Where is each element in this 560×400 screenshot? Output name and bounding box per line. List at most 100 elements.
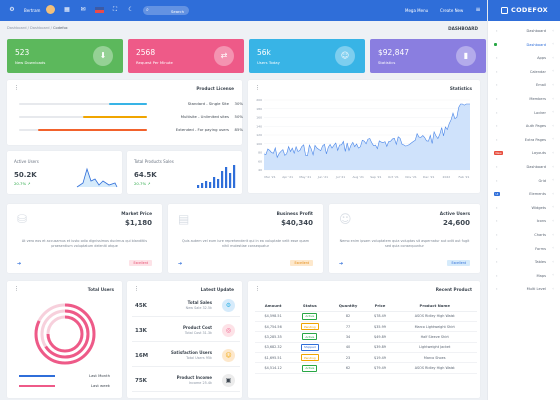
mega-menu-button[interactable]: Mega Menu	[405, 8, 429, 13]
chart-icon: ◦	[552, 231, 555, 237]
chevron-left-icon: ‹	[496, 124, 498, 129]
sidebar-item-label: Auth Pages	[525, 124, 546, 129]
users-icon[interactable]: ☺	[335, 46, 355, 66]
sidebar-item-email[interactable]: ‹ Email ◦	[488, 82, 560, 90]
breadcrumb-dashboard[interactable]: Dashboard	[30, 26, 50, 30]
sidebar-item-dashboard[interactable]: ‹ Dashboard ◦	[488, 28, 560, 36]
recent-product-card: ⋮ Recent Product Amount Status Quantity Pri…	[248, 281, 480, 398]
download-icon[interactable]: ⬇	[93, 46, 113, 66]
sidebar-item-dashboard[interactable]: Dashboard ◦	[488, 42, 560, 50]
sidebar-item-locker[interactable]: ‹ Locker ◦	[488, 110, 560, 118]
column-header[interactable]: Amount	[255, 301, 292, 312]
sidebar-item-forms[interactable]: ‹ Forms ◦	[488, 246, 560, 254]
breadcrumb-home[interactable]: Dashboard	[7, 26, 27, 30]
price-cell: $35.99	[367, 321, 393, 333]
sidebar-item-tables[interactable]: ‹ Tables ◦	[488, 259, 560, 267]
chevron-left-icon: ‹	[496, 246, 498, 251]
bar-chart-icon[interactable]: ▮	[456, 46, 476, 66]
more-icon[interactable]: ⋮	[134, 286, 139, 292]
table-row[interactable]: $4,754.56 Pending 77 $35.99 Marco Lightweigh…	[255, 321, 477, 333]
more-icon[interactable]: ⋮	[14, 85, 19, 91]
column-header[interactable]: Price	[367, 301, 393, 312]
table-row[interactable]: $3,285.35 Active 34 $49.89 Half Sleeve Shirt	[255, 331, 477, 343]
column-header[interactable]: Status	[291, 301, 329, 312]
quantity-cell: 23	[328, 352, 368, 364]
status-cell: Active	[291, 331, 329, 343]
sidebar-item-charts[interactable]: ‹ Charts ◦	[488, 232, 560, 240]
arrow-right-icon[interactable]: ➔	[17, 261, 22, 267]
brand-logo[interactable]: CODEFOX	[488, 0, 560, 21]
moon-icon[interactable]: ☾	[128, 6, 134, 13]
table-row[interactable]: $1,695.51 Pending 23 $19.49 Marco Shoes	[255, 352, 477, 364]
page-title: DASHBOARD	[448, 26, 478, 31]
search-input[interactable]: ⌕ Search	[143, 6, 189, 15]
column-header[interactable]: Product Name	[392, 301, 477, 312]
us-flag-icon[interactable]	[95, 7, 104, 13]
sidebar-badge: New	[494, 151, 504, 156]
stat-card-new-downloads: 523 New Downloads ⬇	[7, 39, 123, 73]
active-users-value: 24,600	[442, 219, 470, 227]
total-sales-value: 64.5K	[134, 171, 157, 179]
license-percent: 30%	[234, 101, 243, 106]
shuffle-icon[interactable]: ⇄	[214, 46, 234, 66]
table-row[interactable]: $3,682.32 Shipped 40 $39.89 Lightweight Jack…	[255, 342, 477, 354]
sidebar-item-layouts[interactable]: New Layouts ◦	[488, 150, 560, 158]
active-indicator	[494, 43, 497, 47]
sidebar-item-grid[interactable]: ‹ Grid ◦	[488, 178, 560, 186]
update-row: 45K Total Sales New Sale 32.5k ⚙	[132, 295, 240, 317]
search-placeholder: Search	[170, 8, 184, 14]
total-sales-card: Total Products Sales 64.5K 20.7% ↗	[127, 151, 242, 194]
table-row[interactable]: $4,514.12 Active 62 $79.49 ASOS Ridley High …	[255, 362, 477, 374]
sidebar-item-extra-pages[interactable]: ‹ Extra Pages ◦	[488, 137, 560, 145]
card-title: Total Products Sales	[134, 159, 174, 164]
product-name-cell: Half Sleeve Shirt	[392, 331, 477, 343]
sidebar-item-calendar[interactable]: ‹ Calendar ◦	[488, 69, 560, 77]
sidebar-item-dashboard[interactable]: ‹ Dashboard ◦	[488, 164, 560, 172]
avatar[interactable]	[46, 5, 55, 14]
sidebar-item-apps[interactable]: ‹ Apps ◦	[488, 55, 560, 63]
sidebar-item-multi-level[interactable]: ‹ Multi Level ◦	[488, 286, 560, 294]
product-license-card: ⋮ Product License Standard - Single Site…	[7, 80, 243, 145]
y-tick-label: 80	[258, 151, 262, 155]
column-header[interactable]: Quantity	[328, 301, 368, 312]
x-tick-label: 2022	[443, 175, 451, 179]
stat-value: 523	[15, 48, 30, 57]
breadcrumb-current: Codefox	[53, 26, 68, 30]
chat-icon[interactable]: ✉	[80, 6, 86, 13]
card-title: Active Users	[439, 212, 470, 217]
amount-cell: $4,514.12	[255, 362, 292, 374]
sidebar-item-members[interactable]: ‹ Members ◦	[488, 96, 560, 104]
table-row[interactable]: $4,598.51 Active 82 $78.49 ASOS Ridley High …	[255, 311, 477, 322]
sidebar-item-maps[interactable]: ‹ Maps ◦	[488, 273, 560, 281]
sidebar-item-label: Dashboard	[526, 29, 547, 33]
more-icon[interactable]: ⋮	[255, 85, 260, 91]
more-icon[interactable]: ⋮	[14, 286, 19, 292]
more-icon[interactable]: ⋮	[255, 286, 260, 292]
create-new-button[interactable]: Create New	[440, 8, 464, 13]
sidebar-item-widgets[interactable]: ‹ Widgets ◦	[488, 205, 560, 213]
apps-grid-icon[interactable]: ▦	[64, 6, 70, 13]
settings-icon[interactable]: ⚙	[9, 6, 15, 13]
stat-value: $92,847	[378, 48, 410, 57]
sidebar-item-icons[interactable]: ‹ Icons ◦	[488, 218, 560, 226]
product-name-cell: Lightweight Jacket	[392, 342, 477, 354]
arrow-right-icon[interactable]: ➔	[178, 261, 183, 267]
license-name: Extended - For paying users	[175, 127, 229, 132]
update-value: 13K	[135, 328, 147, 334]
sidebar-item-label: Elements	[529, 192, 546, 197]
card-title: Business Profit	[276, 212, 313, 217]
license-row: Multisite - Unlimited sites 50%	[19, 113, 243, 121]
hamburger-icon[interactable]: ≡	[475, 6, 481, 13]
logo-icon	[501, 7, 508, 14]
sidebar-item-elements[interactable]: UI Elements ◦	[488, 191, 560, 199]
mail-icon: ◦	[552, 81, 555, 87]
users-icon: ◦	[552, 95, 555, 101]
total-sales-bar-sparkline	[197, 165, 236, 188]
user-name[interactable]: Bertram	[24, 8, 41, 13]
arrow-right-icon[interactable]: ➔	[339, 261, 344, 267]
fullscreen-icon[interactable]: ⛶	[112, 6, 118, 13]
x-tick-label: Feb '21	[459, 175, 470, 179]
chevron-left-icon: ‹	[496, 287, 498, 292]
chevron-left-icon: ‹	[496, 260, 498, 265]
sidebar-item-auth-pages[interactable]: ‹ Auth Pages ◦	[488, 123, 560, 131]
